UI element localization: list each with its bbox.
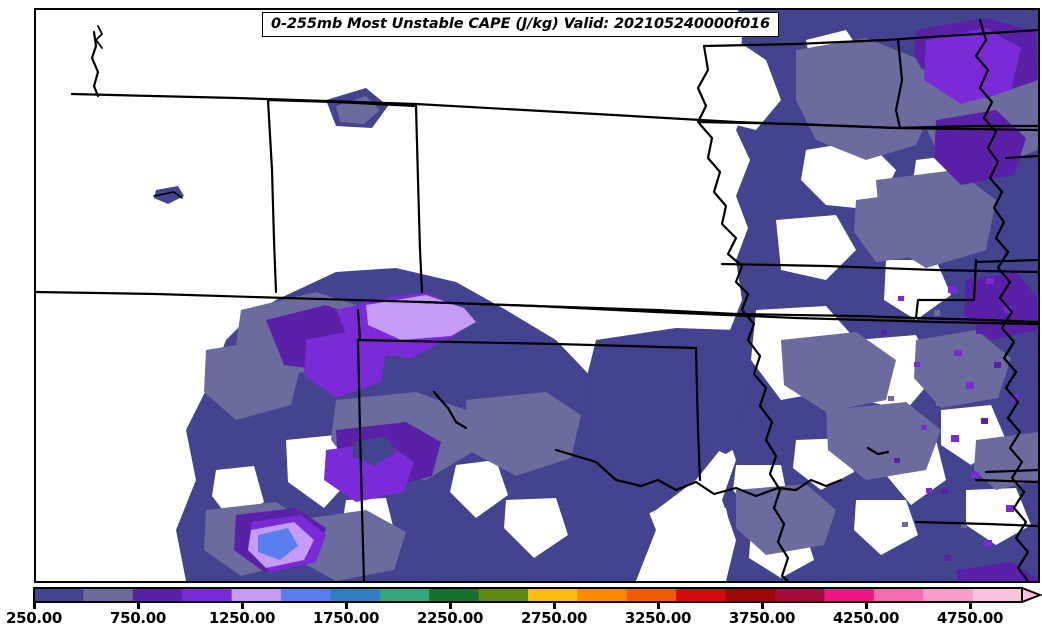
colorbar-svg[interactable] (33, 587, 1042, 603)
border-la-line (914, 520, 1038, 528)
river-canadian (432, 390, 468, 430)
colorbar-band (379, 588, 430, 602)
border-ne-ia-missouri-river (696, 44, 790, 581)
colorbar-tick-row: 250.00 750.00 1250.00 1750.00 2250.00 2750.00… (0, 602, 1042, 633)
map-title-box: 0-255mb Most Unstable CAPE (J/kg) Valid:… (262, 12, 780, 37)
border-mo-bootheel (914, 258, 978, 320)
mississippi-river (974, 18, 1030, 581)
colorbar-band (775, 588, 825, 602)
cape-below-threshold-hole (696, 40, 781, 130)
colorbar-tick-mark (865, 602, 868, 609)
border-co-nm-west (414, 104, 424, 294)
colorbar-extend-arrow (1022, 588, 1040, 602)
cape-below-threshold-hole (674, 508, 734, 565)
border-ut-wy-vertical (90, 30, 100, 98)
colorbar-tick-label: 250.00 (5, 609, 63, 627)
colorbar-band (478, 588, 529, 602)
colorbar-tick-mark (449, 602, 452, 609)
border-ar-la-line (974, 478, 1038, 484)
colorbar-tick-mark (657, 602, 660, 609)
colorbar-tick-mark (761, 602, 764, 609)
map-panel[interactable] (34, 8, 1040, 583)
colorbar-band (281, 588, 331, 602)
cape-below-threshold-hole (776, 215, 856, 280)
cape-below-threshold-hole (504, 498, 568, 558)
colorbar-arrow-outline (1021, 587, 1042, 603)
river-stub-2 (866, 446, 890, 456)
cape-below-threshold-hole (966, 488, 1031, 545)
colorbar-tick-label: 2250.00 (416, 609, 484, 627)
border-co-ks-vertical (356, 308, 362, 342)
border-wi-il-line (894, 124, 1038, 130)
colorbar-tick-label: 2750.00 (520, 609, 588, 627)
colorbar-band (182, 588, 233, 602)
colorbar-tick-mark (553, 602, 556, 609)
colorbar-tick-label: 3750.00 (728, 609, 796, 627)
colorbar-band (873, 588, 924, 602)
colorbar-band (132, 588, 183, 602)
border-ms-east-line (1004, 154, 1038, 160)
cape-band-1500-1750 (258, 528, 298, 560)
colorbar-band (231, 588, 282, 602)
cape-below-threshold-hole (884, 260, 951, 320)
colorbar-tick-mark (345, 602, 348, 609)
cape-below-threshold-hole (854, 500, 918, 555)
colorbar-band (725, 588, 776, 602)
colorbar-tick-label: 4750.00 (936, 609, 1004, 627)
colorbar-tick-label: 4250.00 (832, 609, 900, 627)
cape-shaded-field (154, 10, 1038, 581)
colorbar-tick-label: 1750.00 (312, 609, 380, 627)
colorbar-band (34, 588, 84, 602)
border-ok-tx-redriver (554, 448, 843, 498)
border-co-ut-top (266, 98, 418, 108)
state-boundaries (36, 18, 1038, 581)
colorbar-tick-label: 750.00 (109, 609, 167, 627)
border-ia-mn-line (702, 28, 1038, 48)
cape-below-threshold-hole (450, 460, 508, 518)
colorbar-outline (33, 587, 1023, 603)
border-tn-line (974, 258, 1038, 264)
colorbar-band (923, 588, 974, 602)
border-ok-tx-vertical (694, 346, 702, 482)
colorbar-tick-label: 1250.00 (208, 609, 276, 627)
colorbar-tick-mark (137, 602, 140, 609)
border-ia-mo-line (696, 120, 898, 130)
colorbar-band (972, 588, 1023, 602)
page-title: 0-255mb Most Unstable CAPE (J/kg) Valid:… (271, 16, 771, 32)
colorbar-band (824, 588, 875, 602)
border-ok-panhandle (356, 338, 698, 350)
border-ut-co-vertical (266, 98, 278, 294)
map-canvas[interactable] (36, 10, 1038, 581)
border-ks-ne-line (420, 300, 738, 316)
colorbar-bands (34, 588, 1023, 602)
colorbar-band (528, 588, 578, 602)
colorbar-tick-mark (969, 602, 972, 609)
border-nm-ok-vertical (356, 338, 366, 581)
colorbar-band (577, 588, 628, 602)
colorbar-tick-mark (241, 602, 244, 609)
colorbar[interactable] (33, 587, 1042, 603)
border-ia-mo-line-2 (720, 262, 1038, 274)
colorbar-band (330, 588, 381, 602)
colorbar-band (676, 588, 727, 602)
colorbar-band (83, 588, 134, 602)
colorbar-band (429, 588, 480, 602)
border-ar-ms-tick (984, 468, 1038, 474)
colorbar-band (626, 588, 677, 602)
river-stub-3 (153, 191, 183, 199)
colorbar-tick-mark (33, 602, 36, 609)
border-il-wi-vertical (894, 38, 904, 130)
colorbar-tick-label: 3250.00 (624, 609, 692, 627)
cape-band-250-500-c (584, 328, 756, 530)
river-green-stub (95, 25, 103, 49)
